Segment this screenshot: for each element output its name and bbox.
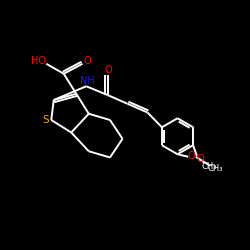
Text: O: O bbox=[105, 65, 112, 75]
Text: S: S bbox=[42, 115, 49, 125]
Text: O: O bbox=[196, 154, 204, 164]
Text: O: O bbox=[188, 151, 195, 161]
Text: O: O bbox=[83, 56, 91, 66]
Text: CH₃: CH₃ bbox=[207, 164, 222, 173]
Text: NH: NH bbox=[80, 76, 95, 86]
Text: CH₃: CH₃ bbox=[202, 162, 217, 171]
Text: HO: HO bbox=[31, 56, 46, 66]
